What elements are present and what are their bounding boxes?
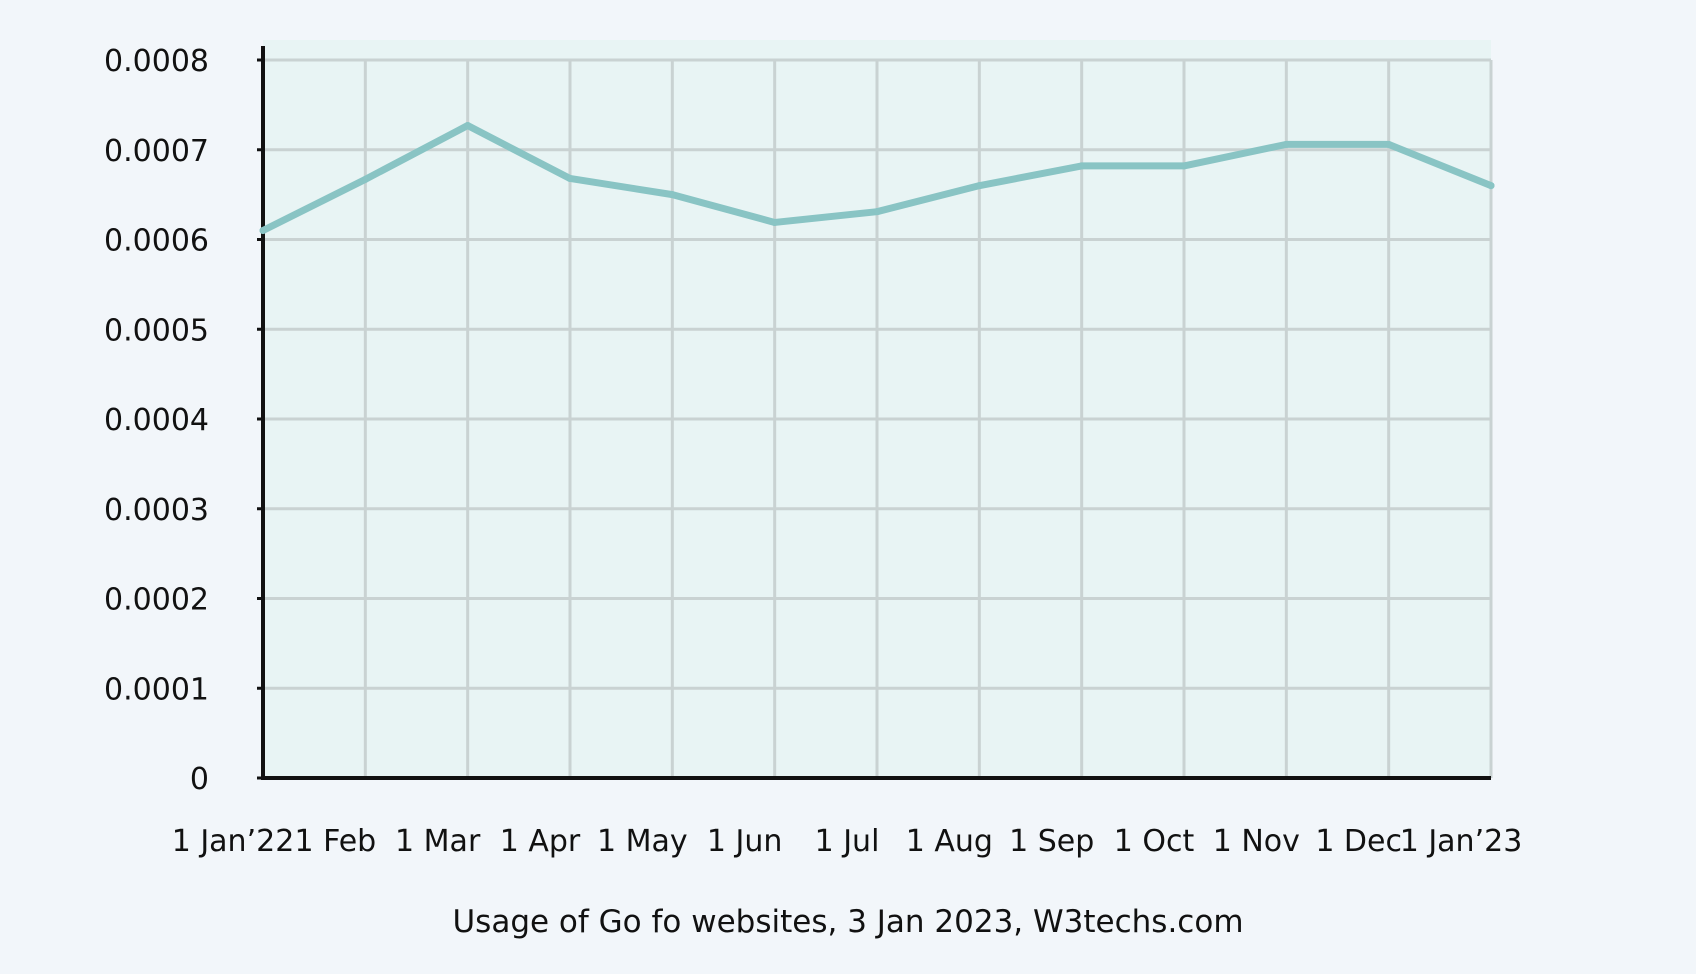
data-point [259, 227, 267, 235]
data-point [464, 122, 472, 130]
x-tick-label: 1 Mar [395, 824, 481, 859]
data-point [668, 191, 676, 199]
x-tick-label: 1 May [597, 824, 688, 859]
data-point [361, 175, 369, 183]
data-point [1282, 140, 1290, 148]
chart-caption: Usage of Go fo websites, 3 Jan 2023, W3t… [452, 904, 1243, 940]
x-tick-label: 1 Jun [707, 824, 783, 859]
data-point [771, 218, 779, 226]
data-point [1180, 162, 1188, 170]
y-tick-label: 0.0008 [104, 44, 209, 79]
y-tick-label: 0.0006 [104, 224, 209, 259]
x-tick-label: 1 Jul [815, 824, 880, 859]
x-tick-label: 1 Feb [294, 824, 376, 859]
x-tick-label: 1 Oct [1114, 824, 1195, 859]
data-point [873, 208, 881, 216]
x-tick-label: 1 Nov [1213, 824, 1300, 859]
x-tick-label: 1 Sep [1009, 824, 1094, 859]
data-point [975, 182, 983, 190]
x-tick-label: 1 Apr [500, 824, 581, 859]
data-point [1078, 162, 1086, 170]
y-tick-label: 0.0005 [104, 313, 209, 348]
x-tick-label: 1 Aug [906, 824, 993, 859]
x-tick-label: 1 Jan’23 [1400, 824, 1523, 859]
y-tick-label: 0.0004 [104, 403, 209, 438]
x-tick-label: 1 Dec [1315, 824, 1402, 859]
x-tick-label: 1 Jan’22 [172, 824, 295, 859]
y-tick-label: 0.0003 [104, 493, 209, 528]
y-tick-label: 0 [190, 762, 209, 797]
data-point [1385, 140, 1393, 148]
y-tick-label: 0.0007 [104, 134, 209, 169]
y-tick-label: 0.0002 [104, 583, 209, 618]
data-point [1487, 182, 1495, 190]
data-point [566, 174, 574, 182]
y-tick-label: 0.0001 [104, 672, 209, 707]
